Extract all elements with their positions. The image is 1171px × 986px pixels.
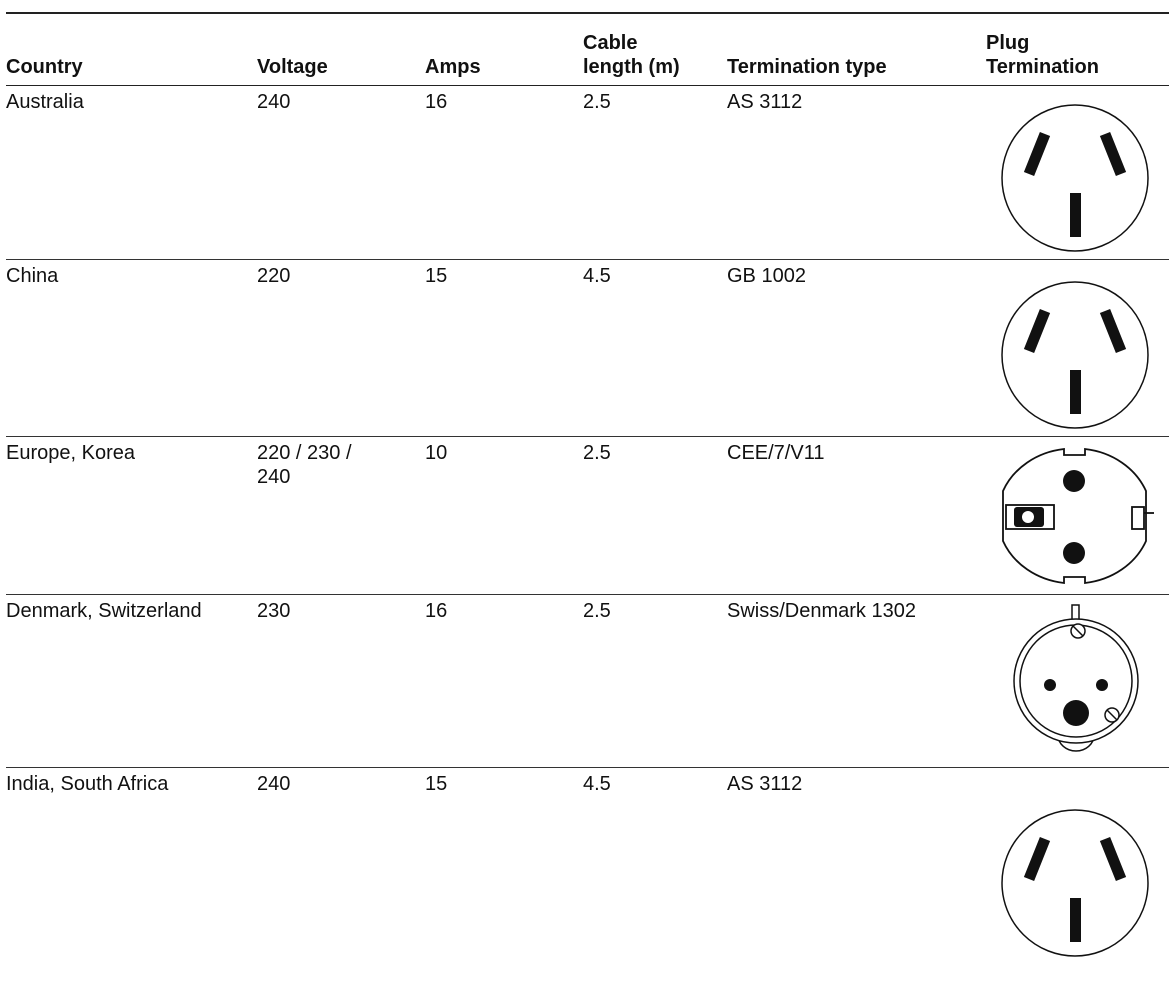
cell-country: India, South Africa [6, 773, 169, 795]
header-cable-length: Cable length (m) [583, 32, 680, 78]
cell-cable-length: 2.5 [583, 600, 611, 622]
cell-cable-length: 2.5 [583, 91, 611, 113]
cell-amps: 15 [425, 265, 448, 287]
header-country: Country [6, 56, 83, 78]
cell-termination-type: CEE/7/V11 [727, 442, 825, 464]
table-row: Australia 240 16 2.5 AS 3112 [6, 86, 1169, 260]
cell-cable-length: 2.5 [583, 442, 611, 464]
cell-amps: 16 [425, 91, 448, 113]
table-header-row: Country Voltage Amps Cable length (m) Te… [6, 14, 1169, 85]
header-amps: Amps [425, 56, 481, 78]
cell-voltage: 240 [257, 91, 291, 113]
header-plug-termination: Plug Termination [986, 32, 1099, 78]
cell-termination-type: GB 1002 [727, 265, 806, 287]
row-divider [6, 767, 1169, 768]
cell-country: Denmark, Switzerland [6, 600, 202, 622]
cell-termination-type: AS 3112 [727, 773, 803, 795]
cell-voltage: 220 / 230 / 240 [257, 442, 352, 488]
cell-termination-type: Swiss/Denmark 1302 [727, 600, 916, 622]
cell-voltage: 230 [257, 600, 291, 622]
cell-voltage: 240 [257, 773, 291, 795]
row-divider [6, 594, 1169, 595]
three-pin-angled-plug-icon [989, 103, 1161, 253]
row-divider [6, 436, 1169, 437]
row-divider [6, 259, 1169, 260]
cell-cable-length: 4.5 [583, 773, 611, 795]
header-termination-type: Termination type [727, 56, 887, 78]
table-top-rule [6, 12, 1169, 14]
table-row: Denmark, Switzerland 230 16 2.5 Swiss/De… [6, 595, 1169, 768]
cell-amps: 10 [425, 442, 448, 464]
schuko-plug-icon [986, 443, 1164, 589]
cell-amps: 16 [425, 600, 448, 622]
table-row: Europe, Korea 220 / 230 / 240 10 2.5 CEE… [6, 437, 1169, 595]
three-pin-angled-plug-icon [989, 280, 1161, 430]
table-row: China 220 15 4.5 GB 1002 [6, 260, 1169, 437]
swiss-plug-icon [1006, 603, 1146, 763]
cell-country: Australia [6, 91, 84, 113]
cell-voltage: 220 [257, 265, 291, 287]
cell-country: China [6, 265, 59, 287]
cell-country: Europe, Korea [6, 442, 135, 464]
cell-amps: 15 [425, 773, 448, 795]
cell-cable-length: 4.5 [583, 265, 611, 287]
three-pin-angled-plug-icon [989, 808, 1161, 958]
table-row: India, South Africa 240 15 4.5 AS 3112 [6, 768, 1169, 978]
header-voltage: Voltage [257, 56, 328, 78]
cell-termination-type: AS 3112 [727, 91, 803, 113]
header-rule [6, 85, 1169, 86]
